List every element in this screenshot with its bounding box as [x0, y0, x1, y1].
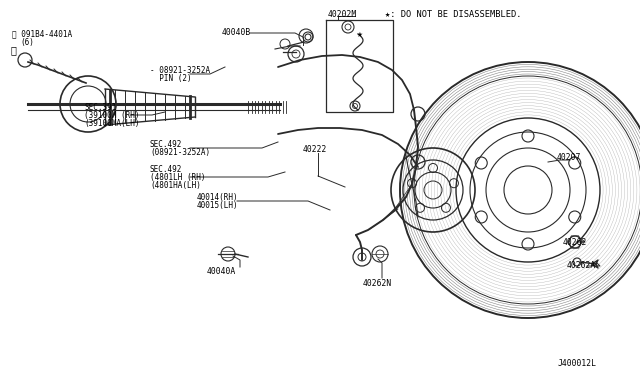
Text: 40040B: 40040B [222, 28, 252, 36]
Text: 40207: 40207 [557, 153, 581, 161]
Text: ★: ★ [357, 29, 363, 39]
Text: SEC.492: SEC.492 [150, 164, 182, 173]
Text: PIN (2): PIN (2) [150, 74, 191, 83]
Text: 40262: 40262 [563, 237, 588, 247]
Text: 40014(RH): 40014(RH) [197, 192, 239, 202]
Text: (4801HA(LH): (4801HA(LH) [150, 180, 201, 189]
Text: - 08921-3252A: - 08921-3252A [150, 65, 210, 74]
Text: 40262N: 40262N [363, 279, 392, 289]
Text: (39100M (RH): (39100M (RH) [84, 110, 140, 119]
Text: J400012L: J400012L [558, 359, 597, 369]
Text: 40015(LH): 40015(LH) [197, 201, 239, 209]
Text: 40040A: 40040A [207, 267, 236, 276]
Text: SEC.492: SEC.492 [150, 140, 182, 148]
Text: Ⓑ 091B4-4401A: Ⓑ 091B4-4401A [12, 29, 72, 38]
Text: (08921-3252A): (08921-3252A) [150, 148, 210, 157]
Text: Ⓑ: Ⓑ [10, 45, 16, 55]
Text: (6): (6) [20, 38, 34, 46]
Text: SEC.391: SEC.391 [84, 103, 116, 112]
Text: ★: DO NOT BE DISASSEMBLED.: ★: DO NOT BE DISASSEMBLED. [385, 10, 522, 19]
Text: (39100MA(LH): (39100MA(LH) [84, 119, 140, 128]
Text: 40262A: 40262A [567, 262, 596, 270]
Text: (4801LH (RH): (4801LH (RH) [150, 173, 205, 182]
Text: 40222: 40222 [303, 144, 328, 154]
Text: 40202M: 40202M [328, 10, 357, 19]
